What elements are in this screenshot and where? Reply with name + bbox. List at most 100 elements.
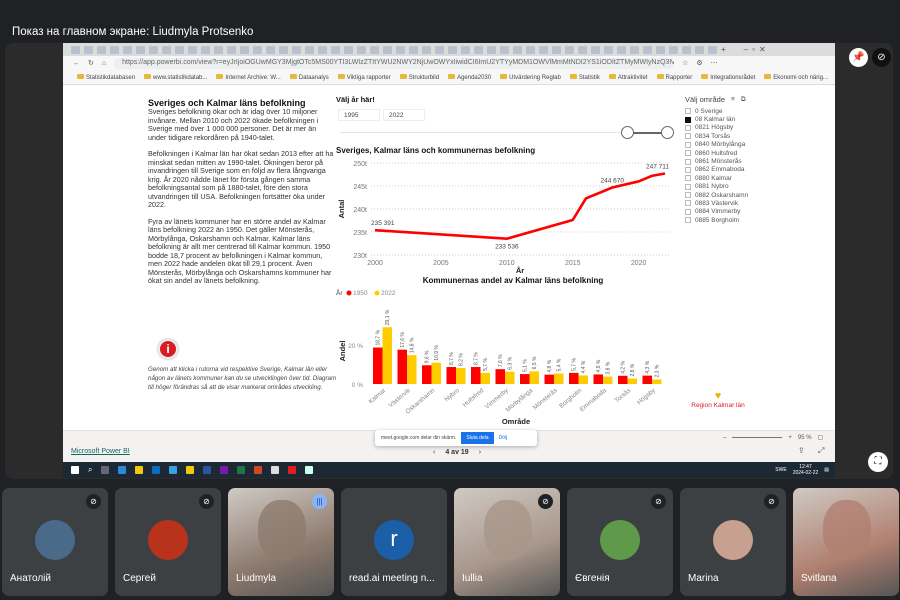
expand-icon[interactable]: ⤢ (818, 446, 825, 455)
pin-button[interactable]: 📌 (849, 48, 868, 67)
browser-tab[interactable] (552, 45, 561, 54)
onenote-icon[interactable] (220, 466, 229, 474)
new-tab-button[interactable]: + (721, 45, 726, 54)
participant-tile[interactable]: ⊘ Анатолій (2, 488, 108, 596)
year-from-input[interactable]: 1995 (338, 109, 380, 121)
participant-tile[interactable]: ||| Liudmyla (228, 488, 334, 596)
browser-tab[interactable] (201, 45, 210, 54)
word-icon[interactable] (203, 466, 212, 474)
bookmark[interactable]: Agenda2030 (448, 73, 491, 81)
reload-icon[interactable]: ↻ (88, 60, 94, 67)
browser-tab[interactable] (565, 45, 574, 54)
browser-tab[interactable] (656, 45, 665, 54)
bookmark[interactable]: Statistik (569, 73, 600, 81)
browser-tab[interactable] (357, 45, 366, 54)
checkbox[interactable] (685, 141, 691, 148)
powerpoint-icon[interactable] (254, 466, 263, 474)
fit-page-icon[interactable]: ▢ (817, 435, 824, 441)
area-option[interactable]: 0881 Nybro (685, 183, 825, 191)
browser-tab[interactable] (266, 45, 275, 54)
browser-tab[interactable] (162, 45, 171, 54)
bookmark[interactable]: Strukturbild (399, 73, 439, 81)
bookmark[interactable]: Dataanalys (289, 73, 329, 81)
browser-tab[interactable] (175, 45, 184, 54)
browser-tab[interactable] (305, 45, 314, 54)
bookmark[interactable]: www.statistikdatab... (144, 73, 207, 81)
powerbi-link[interactable]: Microsoft Power BI (71, 448, 130, 455)
area-option[interactable]: 08 Kalmar län (685, 115, 825, 123)
checkbox[interactable] (685, 158, 691, 165)
browser-tab[interactable] (227, 45, 236, 54)
area-option[interactable]: 0861 Mönsterås (685, 157, 825, 165)
edge-icon[interactable] (118, 466, 127, 474)
checkbox[interactable] (685, 166, 691, 173)
hide-button[interactable]: Dölj (498, 435, 508, 441)
browser-tab[interactable] (318, 45, 327, 54)
language-indicator[interactable]: SWE (775, 467, 787, 473)
close-window-button[interactable]: ✕ (758, 45, 766, 54)
browser-tab[interactable] (240, 45, 249, 54)
browser-tab[interactable] (383, 45, 392, 54)
bookmark[interactable]: Rapporter (656, 73, 692, 81)
bookmark[interactable]: Ekonomi och närig... (764, 73, 828, 81)
browser-tab[interactable] (97, 45, 106, 54)
skype-icon[interactable] (169, 466, 178, 474)
area-option[interactable]: 0840 Mörbylånga (685, 141, 825, 149)
browser-tab[interactable] (188, 45, 197, 54)
area-option[interactable]: 0821 Högsby (685, 124, 825, 132)
browser-tab[interactable] (617, 45, 626, 54)
search-icon[interactable]: ⌕ (88, 465, 93, 474)
browser-tab[interactable] (136, 45, 145, 54)
extensions-icon[interactable]: ⚙ (696, 60, 703, 67)
acrobat-icon[interactable] (288, 466, 297, 474)
browser-tab[interactable] (682, 45, 691, 54)
browser-tab[interactable] (630, 45, 639, 54)
browser-tab[interactable] (435, 45, 444, 54)
checkbox[interactable] (685, 150, 691, 157)
browser-tab[interactable] (708, 45, 717, 54)
area-option[interactable]: 0882 Oskarshamn (685, 191, 825, 199)
browser-tab[interactable] (84, 45, 93, 54)
checkbox[interactable] (685, 192, 691, 199)
zoom-control[interactable]: – +95 % ▢ (723, 434, 824, 442)
checkbox[interactable] (685, 108, 691, 115)
checkbox[interactable] (685, 183, 691, 190)
checkbox[interactable] (685, 133, 691, 140)
checkbox[interactable] (685, 175, 691, 182)
bookmark[interactable]: Internet Archive: W... (216, 73, 281, 81)
browser-tab[interactable] (669, 45, 678, 54)
maximize-button[interactable]: ▫ (752, 45, 755, 54)
bookmark[interactable]: Statistikdatabasen (77, 73, 135, 81)
checkbox[interactable] (685, 217, 691, 224)
browser-tab[interactable] (110, 45, 119, 54)
file-explorer-icon[interactable] (135, 466, 144, 474)
bookmark[interactable]: Utvärdering Reglab (500, 73, 561, 81)
browser-tab[interactable] (409, 45, 418, 54)
minimize-button[interactable]: – (743, 45, 749, 54)
fullscreen-button[interactable]: ⛶ (868, 452, 888, 472)
checkbox[interactable] (685, 208, 691, 215)
browser-tab[interactable] (344, 45, 353, 54)
browser-tab[interactable] (214, 45, 223, 54)
favorite-star-icon[interactable]: ☆ (682, 60, 689, 67)
stop-sharing-button[interactable]: Sluta dela (461, 432, 494, 444)
menu-icon[interactable]: ⋯ (710, 60, 718, 67)
area-option[interactable]: 0884 Vimmerby (685, 208, 825, 216)
area-option[interactable]: 0883 Västervik (685, 199, 825, 207)
browser-tab[interactable] (526, 45, 535, 54)
checkbox[interactable] (685, 124, 691, 131)
browser-tab[interactable] (539, 45, 548, 54)
area-option[interactable]: 0834 Torsås (685, 132, 825, 140)
bookmark[interactable]: Integrationsrådet (701, 73, 755, 81)
browser-tab[interactable] (487, 45, 496, 54)
browser-tab[interactable] (461, 45, 470, 54)
excel-icon[interactable] (237, 466, 246, 474)
focus-mode-icon[interactable]: ⧉ (740, 95, 746, 103)
browser-tab[interactable] (695, 45, 704, 54)
task-view-icon[interactable] (101, 466, 110, 474)
year-slider-end-handle[interactable] (661, 126, 674, 139)
participant-tile[interactable]: ⊘ Iullia (454, 488, 560, 596)
prev-page-button[interactable]: ‹ (433, 449, 436, 456)
browser-tab[interactable] (370, 45, 379, 54)
bookmark[interactable]: Viktiga rapporter (337, 73, 391, 81)
